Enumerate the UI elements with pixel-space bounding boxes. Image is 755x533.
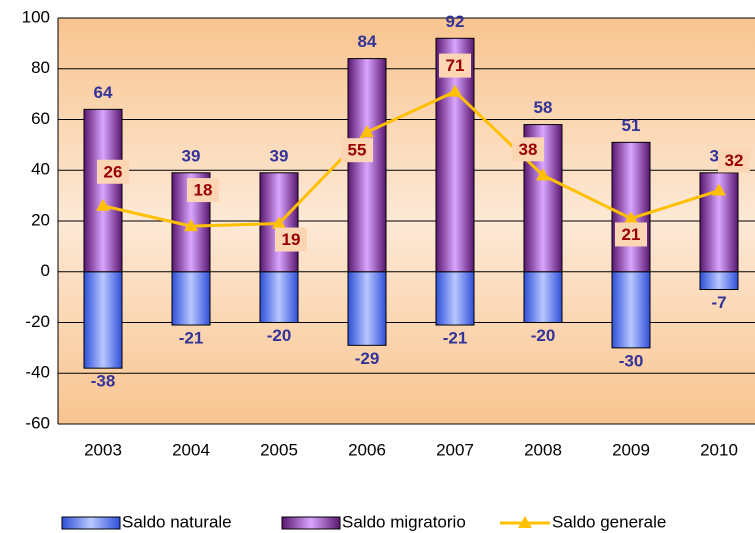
value-label: 84 [358, 32, 377, 51]
x-tick-label: 2007 [436, 440, 474, 459]
value-label: -20 [267, 326, 292, 345]
line-label: 18 [194, 181, 213, 200]
bar [83, 108, 123, 273]
line-label: 55 [348, 141, 367, 160]
value-label: -21 [179, 329, 204, 348]
y-tick-label: 20 [31, 210, 50, 229]
value-label: 64 [94, 83, 113, 102]
bar [611, 141, 651, 273]
y-tick-label: -20 [25, 312, 50, 331]
line-marker [360, 125, 374, 138]
value-label: -21 [443, 329, 468, 348]
bar [347, 58, 387, 273]
value-label: 58 [534, 98, 553, 117]
legend-swatch [281, 516, 341, 530]
line-marker [448, 84, 462, 97]
value-label: 92 [446, 12, 465, 31]
line-label: 19 [282, 230, 301, 249]
legend-label: Saldo naturale [122, 512, 232, 531]
line-marker [184, 219, 198, 232]
legend-swatch [61, 516, 121, 530]
bar [83, 271, 123, 369]
line-marker [712, 183, 726, 196]
legend-label: Saldo migratorio [342, 512, 466, 531]
line-label: 71 [446, 56, 465, 75]
line-label: 26 [104, 162, 123, 181]
x-tick-label: 2005 [260, 440, 298, 459]
line-marker [96, 198, 110, 211]
y-tick-label: -60 [25, 413, 50, 432]
line-label: 32 [725, 151, 744, 170]
y-tick-label: 80 [31, 58, 50, 77]
value-label: -38 [91, 372, 116, 391]
legend-swatch [518, 516, 532, 528]
value-label: 39 [182, 146, 201, 165]
line-label-box [439, 53, 471, 78]
bar [611, 271, 651, 349]
line-marker [272, 216, 286, 229]
y-tick-label: 60 [31, 109, 50, 128]
bar [523, 271, 563, 323]
bar [435, 271, 475, 326]
x-tick-label: 2008 [524, 440, 562, 459]
legend-label: Saldo generale [552, 512, 666, 531]
value-label: 51 [622, 116, 641, 135]
x-tick-label: 2003 [84, 440, 122, 459]
bar [699, 271, 739, 291]
y-tick-label: -40 [25, 363, 50, 382]
x-tick-label: 2004 [172, 440, 210, 459]
value-label: -29 [355, 349, 380, 368]
value-label: -20 [531, 326, 556, 345]
line-label-box [512, 137, 544, 162]
value-label: -7 [711, 293, 726, 312]
line-label-box [97, 159, 129, 184]
line-marker [536, 168, 550, 181]
value-label: 39 [270, 146, 289, 165]
bar [171, 271, 211, 326]
line-label: 21 [622, 225, 641, 244]
bar [347, 271, 387, 346]
y-tick-label: 40 [31, 160, 50, 179]
y-tick-label: 0 [41, 261, 50, 280]
line [102, 89, 720, 228]
line-label-box [615, 222, 647, 247]
x-tick-label: 2010 [700, 440, 738, 459]
y-tick-label: 100 [22, 7, 50, 26]
line-label-box [275, 227, 307, 252]
line-label-box [341, 138, 373, 163]
value-label: -30 [619, 351, 644, 370]
bar [259, 271, 299, 323]
line-marker [624, 211, 638, 224]
line-label: 38 [519, 140, 538, 159]
line-label-box [187, 178, 219, 203]
x-tick-label: 2006 [348, 440, 386, 459]
line-label-box [718, 148, 750, 173]
x-tick-label: 2009 [612, 440, 650, 459]
